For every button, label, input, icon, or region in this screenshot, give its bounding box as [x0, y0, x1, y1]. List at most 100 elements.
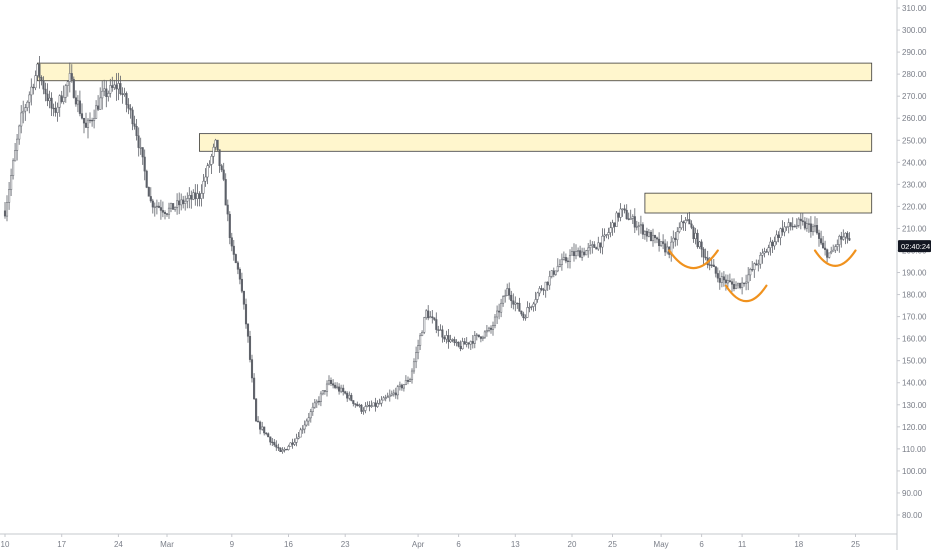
candle-body [439, 329, 442, 331]
candle-body [42, 80, 45, 90]
candle-body [645, 231, 648, 237]
candle-body [230, 237, 233, 247]
resistance-zone[interactable] [644, 192, 873, 214]
candle-body [653, 235, 657, 239]
price-tick-label: 110.00 [902, 445, 926, 454]
price-tick-label: 130.00 [902, 401, 927, 410]
candle-body [358, 404, 361, 407]
candle-body [815, 225, 819, 234]
candle-body [577, 250, 580, 252]
candle-body [803, 221, 806, 229]
candle-body [532, 303, 535, 307]
candle-body [255, 398, 258, 422]
candle-body [453, 339, 456, 343]
candle-body [204, 176, 207, 182]
candle-body [568, 254, 572, 262]
candle-body [526, 307, 529, 318]
candle-body [471, 341, 474, 344]
candle-body [240, 278, 243, 292]
time-tick-label: 17 [57, 540, 66, 549]
candle-body [694, 232, 697, 239]
price-tick-label: 180.00 [902, 291, 927, 300]
candle-body [356, 403, 359, 407]
candle-body [425, 310, 428, 318]
candle-body [52, 107, 55, 110]
candle-body [714, 266, 717, 274]
resistance-zone[interactable] [37, 62, 873, 82]
price-label-text: 02:40:24 [901, 242, 930, 251]
candle-body [64, 85, 67, 98]
candle-body [206, 165, 209, 178]
candle-body [700, 241, 703, 250]
candle-body [125, 93, 128, 105]
candle-body [716, 273, 719, 279]
candle-body [832, 249, 835, 252]
candle-body [352, 400, 355, 404]
price-tick-label: 250.00 [902, 136, 927, 145]
candle-body [212, 146, 215, 157]
candle-body [585, 250, 588, 256]
price-axis[interactable]: 310.00 300.00 290.00 280.00 270.00 260.00 250.… [897, 0, 932, 534]
candle-body [68, 73, 71, 82]
candle-body [493, 316, 497, 326]
candle-body [410, 370, 414, 380]
candle-body [58, 95, 61, 108]
price-tick-label: 230.00 [902, 180, 927, 189]
candle-body [676, 231, 679, 241]
candle-body [512, 300, 515, 305]
candle-body [12, 160, 15, 176]
price-tick-label: 80.00 [902, 511, 923, 520]
candle-body [354, 403, 357, 405]
candle-body [465, 342, 468, 345]
candle-body [107, 93, 110, 97]
candle-body [313, 402, 316, 408]
candle-body [783, 226, 786, 233]
candle-body [445, 335, 448, 340]
candle-body [271, 441, 274, 444]
time-tick-label: 11 [738, 540, 747, 549]
candle-body [601, 235, 604, 248]
candle-body [767, 247, 770, 253]
candle-body [253, 377, 256, 400]
candle-body [544, 281, 547, 291]
candle-body [214, 139, 217, 148]
time-tick-label: 23 [341, 540, 350, 549]
candle-body [591, 244, 594, 246]
candle-body [427, 310, 430, 319]
candle-body [516, 302, 519, 305]
time-tick-label: 24 [114, 540, 123, 549]
candle-body [621, 208, 624, 210]
candle-body [840, 236, 843, 240]
candle-body [546, 281, 549, 286]
candle-body [522, 313, 525, 318]
candle-body [289, 442, 292, 447]
price-tick-label: 160.00 [902, 335, 927, 344]
candle-body [500, 302, 503, 313]
candle-body [734, 284, 738, 290]
candle-body [708, 264, 711, 266]
candle-body [419, 335, 422, 346]
candle-body [392, 392, 395, 395]
candle-body [382, 397, 385, 401]
candle-body [259, 421, 262, 430]
candle-body [95, 105, 98, 119]
candle-body [226, 204, 229, 215]
candle-body [250, 359, 254, 379]
price-tick-label: 310.00 [902, 4, 927, 13]
resistance-zone[interactable] [198, 133, 873, 152]
time-axis[interactable]: 10 17 24 Mar 9 16 23 Apr 6 13 20 25 May 6 11 18 25 [1, 534, 861, 549]
price-tick-label: 170.00 [902, 313, 927, 322]
pattern-arc [724, 284, 768, 303]
candle-body [89, 119, 92, 122]
candle-body [174, 207, 177, 210]
candle-body [283, 448, 286, 451]
candle-body [350, 394, 353, 401]
time-tick-label: 9 [230, 540, 235, 549]
candle-body [483, 331, 486, 338]
candle-body [129, 108, 132, 111]
candle-body [554, 270, 557, 275]
candle-body [421, 332, 424, 337]
candle-body [429, 316, 432, 319]
